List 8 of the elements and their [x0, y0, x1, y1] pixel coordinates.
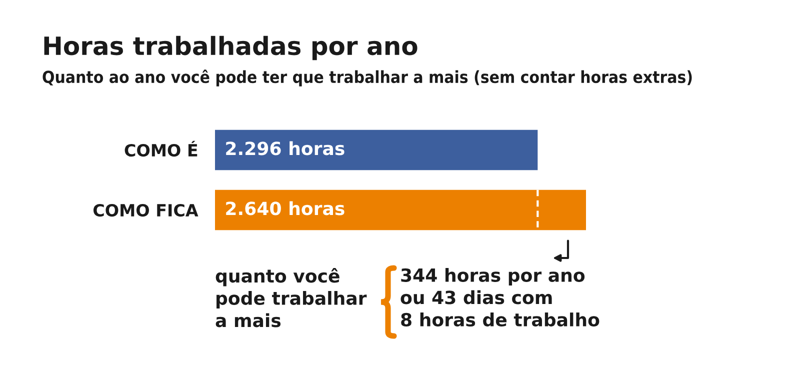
y-tick-label: COMO FICA — [93, 204, 198, 217]
data-label: 2.296 horas — [226, 141, 344, 156]
y-tick-label: COMO É — [124, 140, 198, 157]
chart-title: Horas trabalhadas por ano — [44, 36, 418, 60]
text: 344 horas por ano ou 43 dias com 8 horas de trabalho — [400, 268, 600, 327]
text: quanto você pode trabalhar a mais — [216, 268, 367, 328]
chart-subtitle: Quanto ao ano você pode ter que trabalhar a mais (sem contar horas extras) — [42, 70, 692, 86]
data-label: 2.640 horas — [226, 201, 344, 216]
